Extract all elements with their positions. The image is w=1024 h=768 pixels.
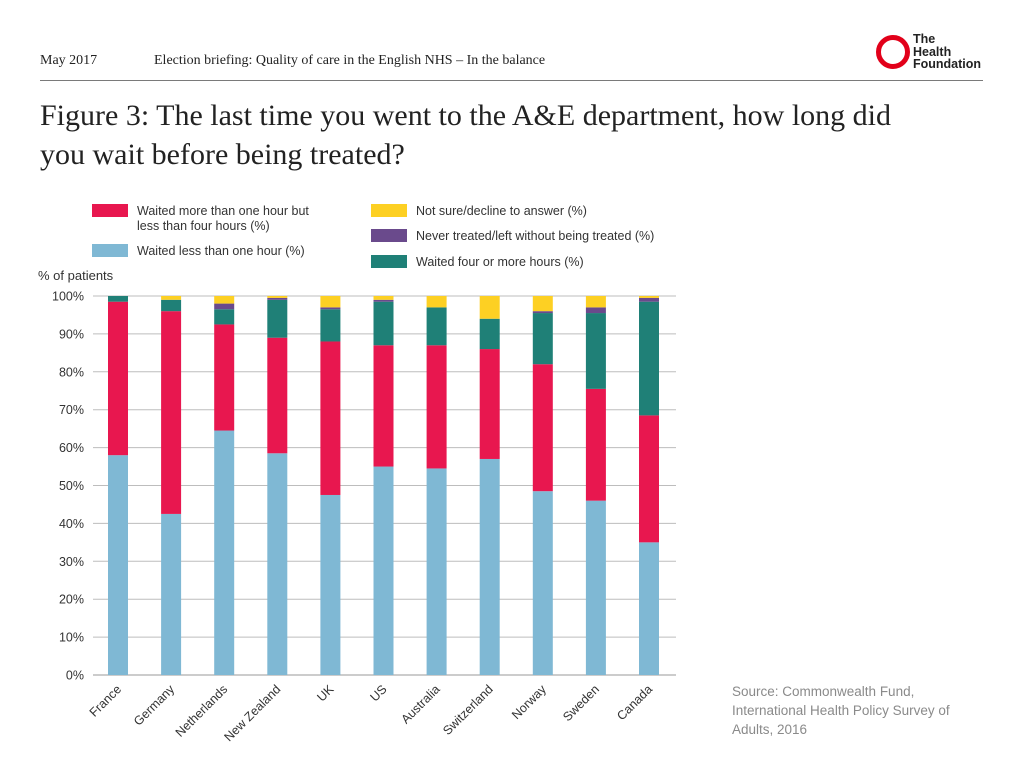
- bar-germany-1to4: [161, 311, 182, 514]
- legend-label-lt1: Waited less than one hour (%): [137, 244, 305, 258]
- x-tick-label-australia: Australia: [398, 682, 442, 726]
- bar-sweden-notsure: [585, 296, 606, 308]
- y-tick-label-40: 40%: [59, 517, 84, 531]
- x-tick-label-us: US: [367, 682, 389, 704]
- bar-us-never: [373, 299, 394, 302]
- bar-us-ge4: [373, 301, 394, 346]
- logo-ring-icon: [876, 35, 910, 69]
- logo-line-1: The: [913, 32, 936, 46]
- figure-title: Figure 3: The last time you went to the …: [40, 99, 891, 171]
- legend-label-1to4: Waited more than one hour but less than f…: [137, 204, 309, 233]
- bar-canada-ge4: [639, 301, 659, 416]
- bar-australia-notsure: [426, 296, 447, 308]
- logo-line-2: Health: [913, 44, 952, 59]
- bar-norway-notsure: [532, 296, 553, 312]
- bar-new-zealand-lt1: [267, 453, 288, 675]
- bar-canada-notsure: [639, 296, 659, 298]
- bar-germany-lt1: [161, 513, 182, 675]
- legend-label-ge4: Waited four or more hours (%): [416, 255, 584, 269]
- y-tick-label-50: 50%: [59, 479, 84, 493]
- bar-france-1to4: [108, 301, 128, 456]
- y-tick-label-10: 10%: [59, 631, 84, 645]
- bar-switzerland-ge4: [479, 318, 500, 350]
- x-tick-label-canada: Canada: [614, 682, 655, 723]
- bar-netherlands-notsure: [214, 296, 235, 304]
- bar-switzerland-notsure: [479, 296, 500, 319]
- y-tick-label-90: 90%: [59, 327, 84, 341]
- bar-france-lt1: [108, 455, 128, 675]
- logo-line-3: Foundation: [913, 57, 982, 71]
- legend-swatch-never: [371, 229, 407, 242]
- logo-text: The Health Foundation: [913, 33, 981, 71]
- bar-us-1to4: [373, 345, 394, 467]
- x-tick-label-switzerland: Switzerland: [440, 682, 496, 738]
- legend-swatch-ge4: [371, 255, 407, 268]
- bar-norway-ge4: [532, 313, 553, 365]
- legend-label-notsure: Not sure/decline to answer (%): [416, 204, 587, 218]
- legend-swatch-notsure: [371, 204, 407, 217]
- bar-netherlands-1to4: [214, 324, 235, 431]
- bar-norway-1to4: [532, 364, 553, 492]
- bar-new-zealand-never: [267, 297, 288, 300]
- bar-netherlands-ge4: [214, 309, 235, 325]
- bar-uk-1to4: [320, 341, 341, 495]
- bar-germany-notsure: [161, 296, 182, 300]
- header-date: May 2017: [40, 53, 98, 68]
- y-tick-label-80: 80%: [59, 365, 84, 379]
- bar-new-zealand-ge4: [267, 299, 288, 338]
- legend-label-never: Never treated/left without being treated…: [416, 229, 654, 243]
- x-tick-label-germany: Germany: [131, 682, 178, 729]
- y-tick-label-60: 60%: [59, 441, 84, 455]
- bar-sweden-ge4: [585, 313, 606, 389]
- bar-new-zealand-notsure: [267, 296, 288, 298]
- bar-sweden-1to4: [585, 388, 606, 501]
- bar-canada-1to4: [639, 415, 659, 543]
- y-tick-label-70: 70%: [59, 403, 84, 417]
- legend-swatch-1to4: [92, 204, 128, 217]
- bar-new-zealand-1to4: [267, 337, 288, 454]
- bar-uk-ge4: [320, 309, 341, 342]
- bar-canada-lt1: [639, 542, 659, 675]
- bar-germany-ge4: [161, 299, 182, 312]
- legend-swatch-lt1: [92, 244, 128, 257]
- y-tick-label-20: 20%: [59, 593, 84, 607]
- bar-australia-lt1: [426, 468, 447, 675]
- x-tick-label-netherlands: Netherlands: [173, 682, 231, 740]
- bar-sweden-lt1: [585, 500, 606, 675]
- x-tick-label-sweden: Sweden: [560, 682, 602, 724]
- y-tick-label-100: 100%: [52, 290, 84, 304]
- health-foundation-logo: The Health Foundation: [876, 33, 986, 71]
- bar-netherlands-never: [214, 303, 235, 310]
- bar-australia-ge4: [426, 307, 447, 346]
- bar-uk-notsure: [320, 296, 341, 308]
- x-tick-label-norway: Norway: [509, 682, 549, 722]
- bar-uk-never: [320, 307, 341, 310]
- x-tick-label-new-zealand: New Zealand: [221, 682, 283, 744]
- bar-uk-lt1: [320, 494, 341, 675]
- bar-us-notsure: [373, 296, 394, 300]
- bar-switzerland-lt1: [479, 458, 500, 675]
- header-briefing-title: Election briefing: Quality of care in th…: [154, 53, 546, 68]
- bar-norway-never: [532, 311, 553, 314]
- y-axis-label: % of patients: [38, 268, 114, 283]
- y-tick-label-0: 0%: [66, 669, 84, 683]
- bar-switzerland-1to4: [479, 349, 500, 459]
- bar-norway-lt1: [532, 491, 553, 675]
- source-note: Source: Commonwealth Fund, International…: [732, 684, 950, 737]
- y-tick-label-30: 30%: [59, 555, 84, 569]
- bar-us-lt1: [373, 466, 394, 675]
- bar-canada-never: [639, 297, 659, 302]
- bar-netherlands-lt1: [214, 430, 235, 675]
- bar-france-ge4: [108, 296, 128, 302]
- bar-australia-1to4: [426, 345, 447, 469]
- bar-sweden-never: [585, 307, 606, 314]
- x-tick-label-france: France: [87, 682, 124, 719]
- x-tick-label-uk: UK: [314, 682, 337, 705]
- header-divider: [40, 80, 983, 81]
